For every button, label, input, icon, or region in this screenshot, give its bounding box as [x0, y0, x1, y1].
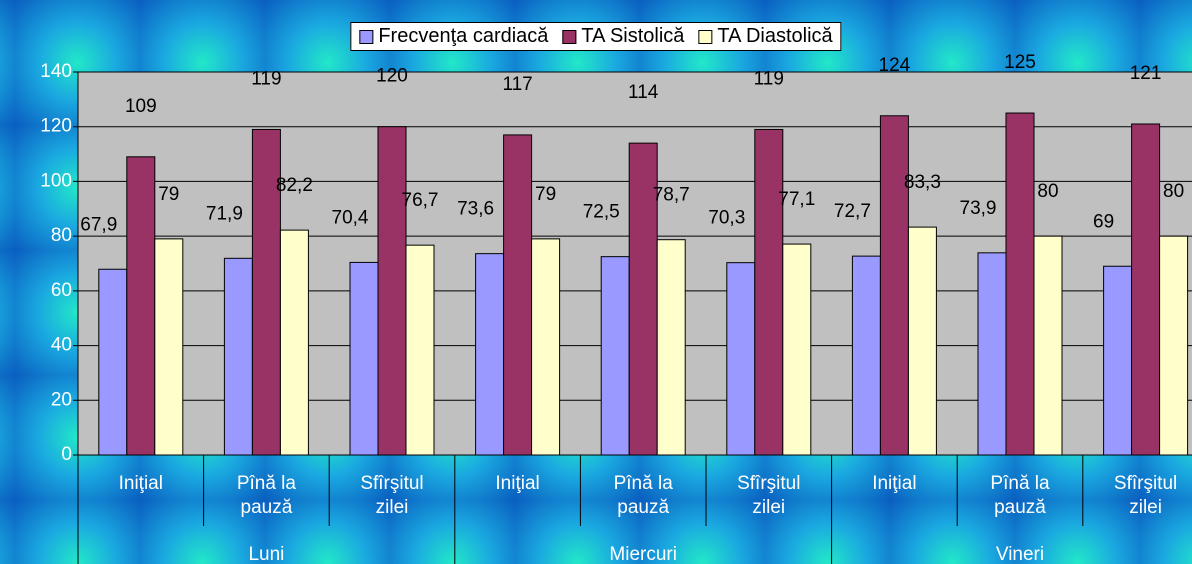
value-label: 83,3	[904, 172, 941, 193]
legend-item: Frecvenţa cardiacă	[359, 25, 548, 48]
value-label: 73,6	[457, 199, 494, 220]
bar	[154, 238, 184, 456]
value-label: 70,3	[708, 208, 745, 229]
bar	[907, 226, 937, 456]
bar	[782, 243, 812, 456]
value-label: 78,7	[653, 185, 690, 206]
x-tick-label: Iniţial	[118, 473, 163, 494]
legend: Frecvenţa cardiacă TA Sistolică TA Diastol…	[350, 22, 842, 51]
bar	[98, 268, 128, 456]
group-label: Miercuri	[609, 544, 677, 564]
legend-label: Frecvenţa cardiacă	[378, 25, 549, 47]
y-tick-label: 100	[40, 170, 72, 191]
value-label: 79	[158, 184, 179, 205]
legend-label: TA Diastolică	[717, 25, 833, 47]
x-tick-label: Pînă la pauză	[236, 473, 296, 518]
bar	[1005, 112, 1035, 456]
bar	[279, 229, 309, 456]
value-label: 120	[376, 66, 408, 87]
value-label: 72,5	[583, 202, 620, 223]
bar	[377, 126, 407, 456]
legend-item: TA Diastolică	[698, 25, 833, 48]
y-tick-label: 20	[51, 389, 72, 410]
x-tick-label: Sfîrşitul zilei	[1113, 473, 1178, 518]
value-label: 114	[628, 82, 659, 103]
value-label: 109	[125, 96, 157, 117]
value-label: 119	[251, 68, 281, 89]
value-label: 121	[1130, 63, 1162, 84]
x-tick-label: Sfîrşitul zilei	[737, 473, 801, 518]
bar	[349, 261, 379, 456]
value-label: 80	[1037, 181, 1058, 202]
value-label: 71,9	[206, 203, 243, 224]
x-tick-label: Sfîrşitul zilei	[360, 473, 424, 518]
bar	[879, 115, 909, 456]
x-tick-label: Pînă la pauză	[613, 473, 673, 518]
legend-swatch	[359, 29, 374, 44]
group-label: Luni	[248, 544, 285, 564]
legend-swatch	[698, 29, 713, 44]
bar	[600, 256, 630, 456]
bar	[851, 255, 881, 456]
bar	[405, 244, 435, 456]
value-label: 124	[879, 55, 911, 76]
bar	[656, 239, 686, 456]
value-label: 76,7	[402, 190, 439, 211]
y-tick-label: 80	[51, 225, 72, 246]
value-label: 69	[1093, 211, 1114, 232]
bar	[223, 257, 253, 456]
value-label: 79	[535, 184, 556, 205]
bar	[251, 128, 281, 456]
y-tick-label: 60	[51, 280, 72, 301]
x-tick-label: Iniţial	[872, 473, 917, 494]
value-label: 117	[502, 74, 532, 95]
legend-label: TA Sistolică	[581, 25, 685, 47]
value-label: 80	[1163, 181, 1184, 202]
value-label: 67,9	[80, 214, 117, 235]
y-tick-label: 40	[51, 335, 72, 356]
legend-swatch	[562, 29, 577, 44]
value-label: 72,7	[834, 201, 871, 222]
value-label: 70,4	[332, 207, 369, 228]
x-tick-label: Pînă la pauză	[990, 473, 1050, 518]
bar	[503, 134, 533, 456]
value-label: 73,9	[960, 198, 997, 219]
y-tick-label: 140	[40, 61, 72, 82]
y-tick-label: 0	[61, 444, 72, 465]
group-label: Vineri	[995, 544, 1045, 564]
bar	[531, 238, 561, 456]
value-label: 77,1	[778, 189, 815, 210]
bar	[126, 156, 156, 456]
bar	[1159, 235, 1189, 456]
legend-item: TA Sistolică	[562, 25, 684, 48]
value-label: 119	[754, 68, 784, 89]
bar	[1033, 235, 1063, 456]
value-label: 82,2	[276, 175, 313, 196]
x-tick-label: Iniţial	[495, 473, 540, 494]
y-tick-label: 120	[40, 116, 72, 137]
bar	[726, 262, 756, 456]
bar	[754, 128, 784, 456]
bar	[1103, 265, 1133, 456]
bar	[475, 253, 505, 456]
bar	[1131, 123, 1161, 456]
value-label: 125	[1004, 52, 1036, 73]
bar	[977, 252, 1007, 456]
